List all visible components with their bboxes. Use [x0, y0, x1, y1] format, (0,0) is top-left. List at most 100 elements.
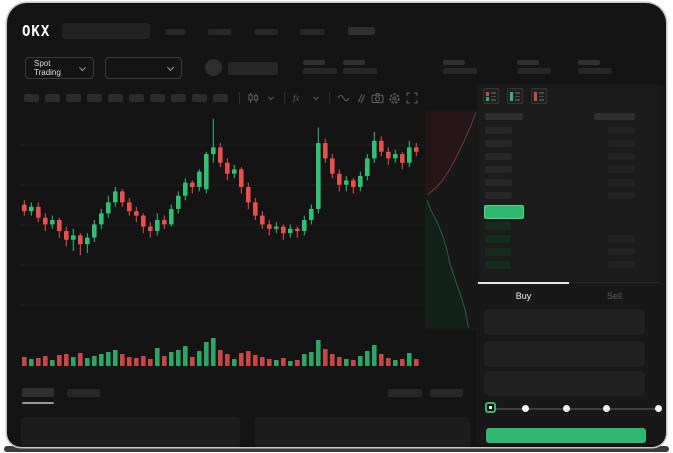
book-bids-icon[interactable]	[507, 88, 523, 104]
stat-label-skeleton	[517, 60, 539, 65]
coin-avatar	[205, 59, 222, 76]
timeframe-skeleton[interactable]	[66, 94, 81, 102]
okx-logo: OKX	[22, 23, 51, 41]
chevron-down-icon	[166, 63, 175, 71]
timeframe-skeleton[interactable]	[87, 94, 102, 102]
slider-stop-dot[interactable]	[603, 405, 610, 412]
slider-stop-dot[interactable]	[655, 405, 662, 412]
bid-amount-skeleton	[608, 235, 635, 242]
stat-label-skeleton	[443, 60, 465, 65]
wave-overlay-icon[interactable]	[335, 91, 352, 105]
timeframe-skeleton[interactable]	[108, 94, 123, 102]
stat-label-skeleton	[343, 60, 365, 65]
nav-link-skeleton[interactable]	[208, 29, 231, 35]
active-tab-underline	[22, 402, 54, 404]
last-price-highlight	[484, 205, 524, 219]
pair-selector-dropdown[interactable]	[105, 57, 182, 79]
price-chart[interactable]	[20, 108, 480, 370]
bid-price-skeleton[interactable]	[485, 248, 511, 256]
search-bar-skeleton[interactable]	[62, 23, 150, 39]
bottom-right-tab2-skeleton[interactable]	[430, 389, 463, 397]
stat-label-skeleton	[303, 60, 325, 65]
ask-amount-skeleton	[608, 179, 635, 186]
settings-gear-icon[interactable]	[386, 91, 403, 105]
timeframe-skeleton[interactable]	[45, 94, 60, 102]
history-tab-skeleton[interactable]	[67, 389, 100, 397]
toolbar-divider	[239, 92, 240, 104]
chevron-down-icon[interactable]	[307, 91, 324, 105]
nav-link-skeleton[interactable]	[348, 27, 375, 35]
ask-amount-skeleton	[608, 166, 635, 173]
fullscreen-icon[interactable]	[403, 91, 420, 105]
ask-amount-skeleton	[608, 153, 635, 160]
ob-header-amount-skeleton	[594, 113, 635, 120]
pair-name-skeleton	[228, 62, 278, 75]
orderbook-mode-toggles	[483, 88, 547, 104]
chart-type-candles-icon[interactable]	[245, 91, 262, 105]
ask-price-skeleton[interactable]	[485, 179, 512, 186]
timeframe-skeleton[interactable]	[171, 94, 186, 102]
market-type-dropdown[interactable]: Spot Trading	[25, 57, 94, 79]
tab-sell[interactable]: Sell	[606, 291, 622, 301]
amount-slider-track[interactable]	[491, 408, 658, 410]
camera-snapshot-icon[interactable]	[369, 91, 386, 105]
stat-value-skeleton	[303, 68, 337, 74]
ob-header-price-skeleton	[485, 113, 523, 120]
market-type-label: Spot Trading	[34, 59, 61, 77]
chevron-down-icon	[79, 63, 87, 71]
chevron-down-icon[interactable]	[262, 91, 279, 105]
ask-price-skeleton[interactable]	[485, 153, 512, 160]
timeframe-skeleton[interactable]	[129, 94, 144, 102]
timeframe-skeleton[interactable]	[150, 94, 165, 102]
stat-value-skeleton	[517, 68, 551, 74]
orderbook-rows	[478, 84, 660, 281]
ask-amount-skeleton	[608, 192, 635, 199]
timeframe-buttons	[24, 94, 234, 102]
orders-tab-skeleton[interactable]	[22, 388, 54, 397]
toolbar-divider	[329, 92, 330, 104]
ask-price-skeleton[interactable]	[485, 166, 512, 173]
slider-stop-dot[interactable]	[563, 405, 570, 412]
device-base-edge	[4, 446, 669, 452]
stat-value-skeleton	[443, 68, 477, 74]
nav-link-skeleton[interactable]	[165, 29, 185, 35]
bid-price-skeleton[interactable]	[485, 261, 511, 269]
chart-tool-icons: fx	[234, 91, 420, 105]
ask-amount-skeleton	[608, 140, 635, 147]
chart-toolbar: fx	[24, 91, 420, 105]
bid-price-skeleton[interactable]	[485, 235, 511, 243]
slider-stop-dot[interactable]	[522, 405, 529, 412]
book-combined-icon[interactable]	[483, 88, 499, 104]
nav-link-skeleton[interactable]	[300, 29, 325, 35]
ask-price-skeleton[interactable]	[485, 127, 512, 134]
orders-panel-skeleton	[21, 417, 240, 447]
order-input-skeleton[interactable]	[484, 341, 645, 367]
indicators-fx-icon[interactable]: fx	[290, 91, 307, 105]
bid-amount-skeleton	[608, 261, 635, 268]
app-window: OKX Spot Trading fx	[7, 3, 666, 447]
amount-slider-handle[interactable]	[485, 402, 496, 413]
order-input-skeleton[interactable]	[484, 371, 645, 396]
stat-value-skeleton	[578, 68, 612, 74]
svg-text:fx: fx	[293, 93, 300, 103]
timeframe-skeleton[interactable]	[24, 94, 39, 102]
compare-icon[interactable]	[352, 91, 369, 105]
submit-button[interactable]	[486, 428, 646, 443]
buy-sell-tabs: Buy Sell	[478, 281, 660, 310]
timeframe-skeleton[interactable]	[213, 94, 228, 102]
bid-price-skeleton[interactable]	[485, 222, 511, 230]
order-book	[478, 84, 660, 281]
order-input-skeleton[interactable]	[484, 309, 645, 335]
ask-price-skeleton[interactable]	[485, 140, 512, 147]
stat-label-skeleton	[578, 60, 600, 65]
nav-link-skeleton[interactable]	[255, 29, 278, 35]
book-asks-icon[interactable]	[531, 88, 547, 104]
toolbar-divider	[284, 92, 285, 104]
ask-amount-skeleton	[608, 127, 635, 134]
timeframe-skeleton[interactable]	[192, 94, 207, 102]
tab-buy[interactable]: Buy	[478, 281, 569, 310]
bottom-right-tab-skeleton[interactable]	[388, 389, 422, 397]
ask-price-skeleton[interactable]	[485, 192, 512, 199]
bid-amount-skeleton	[608, 248, 635, 255]
